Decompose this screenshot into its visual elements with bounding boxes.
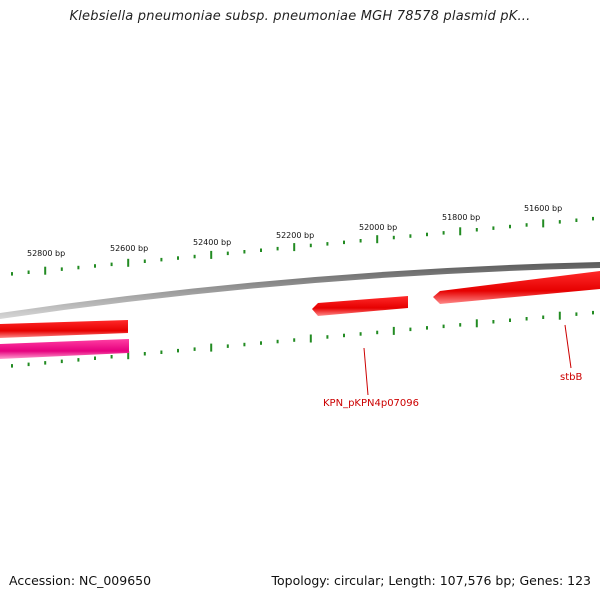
minor-tick: [426, 232, 428, 237]
minor-tick: [260, 248, 262, 252]
minor-tick: [558, 220, 561, 224]
minor-tick: [110, 355, 113, 359]
minor-tick: [592, 216, 594, 221]
gene-label-stbB: stbB: [560, 372, 582, 383]
minor-tick: [177, 256, 179, 260]
minor-tick: [193, 347, 196, 351]
gene-label-KPN_pKPN4p07096: KPN_pKPN4p07096: [323, 398, 419, 409]
minor-tick: [343, 333, 345, 338]
minor-tick: [575, 312, 578, 316]
minor-tick: [27, 362, 30, 367]
minor-tick: [475, 228, 478, 232]
minor-tick: [143, 259, 146, 263]
outer-tick-ring: [11, 216, 594, 276]
scale-label: 52000 bp: [359, 223, 397, 232]
major-tick: [293, 243, 296, 252]
minor-tick: [177, 348, 179, 353]
minor-tick: [343, 240, 345, 245]
minor-tick: [11, 272, 13, 276]
major-tick: [558, 311, 561, 320]
minor-tick: [293, 338, 296, 342]
gene-leader-line: [564, 324, 572, 369]
minor-tick: [193, 254, 196, 259]
minor-tick: [77, 265, 80, 270]
scale-label: 52600 bp: [110, 244, 148, 253]
minor-tick: [442, 324, 445, 329]
minor-tick: [509, 224, 511, 229]
major-tick: [127, 351, 130, 360]
major-tick: [376, 235, 379, 244]
gene-arrow-KPN_pKPN4p07096[interactable]: [312, 296, 408, 316]
minor-tick: [94, 264, 96, 268]
page-title: Klebsiella pneumoniae subsp. pneumoniae …: [69, 9, 531, 24]
minor-tick: [143, 352, 146, 356]
minor-tick: [359, 239, 362, 243]
minor-tick: [160, 350, 163, 354]
major-tick: [127, 258, 130, 267]
minor-tick: [44, 361, 47, 365]
minor-tick: [409, 234, 412, 238]
minor-tick: [525, 223, 528, 227]
minor-tick: [276, 339, 279, 344]
topology-summary: Topology: circular; Length: 107,576 bp; …: [271, 573, 592, 588]
minor-tick: [525, 317, 528, 321]
major-tick: [475, 319, 478, 328]
minor-tick: [60, 359, 63, 364]
gene-arrow-reverse-segment[interactable]: [0, 339, 129, 359]
minor-tick: [160, 257, 163, 262]
minor-tick: [326, 242, 329, 246]
minor-tick: [409, 327, 412, 332]
minor-tick: [243, 250, 246, 254]
gene-arrow-stbB[interactable]: [433, 271, 600, 304]
minor-tick: [392, 235, 395, 240]
plasmid-backbone: [0, 262, 600, 319]
scale-label: 52400 bp: [193, 238, 231, 247]
major-tick: [210, 343, 213, 352]
minor-tick: [60, 267, 63, 271]
minor-tick: [276, 246, 279, 251]
major-tick: [309, 334, 312, 343]
minor-tick: [77, 358, 80, 362]
scale-label: 52200 bp: [276, 231, 314, 240]
minor-tick: [243, 342, 246, 347]
minor-tick: [542, 315, 545, 319]
minor-tick: [226, 251, 229, 256]
minor-tick: [11, 364, 13, 368]
minor-tick: [326, 335, 329, 339]
major-tick: [542, 219, 545, 228]
accession-text: Accession: NC_009650: [9, 573, 152, 588]
minor-tick: [492, 226, 495, 230]
inner-tick-ring: [11, 310, 594, 368]
major-tick: [459, 227, 462, 236]
scale-label: 51800 bp: [442, 213, 480, 222]
major-tick: [210, 250, 213, 259]
minor-tick: [376, 330, 379, 335]
minor-tick: [27, 270, 30, 274]
minor-tick: [575, 218, 578, 222]
minor-tick: [309, 243, 312, 248]
gene-arrow-left-segment[interactable]: [0, 320, 128, 338]
minor-tick: [110, 262, 113, 267]
minor-tick: [459, 323, 462, 327]
minor-tick: [94, 356, 96, 360]
minor-tick: [492, 320, 495, 324]
minor-tick: [359, 332, 362, 336]
minor-tick: [592, 310, 594, 315]
minor-tick: [442, 231, 445, 235]
scale-label: 52800 bp: [27, 249, 65, 258]
scale-label: 51600 bp: [524, 204, 562, 213]
minor-tick: [509, 318, 511, 322]
minor-tick: [260, 341, 262, 345]
minor-tick: [226, 344, 229, 348]
major-tick: [392, 326, 395, 335]
minor-tick: [426, 326, 428, 330]
major-tick: [44, 266, 47, 275]
gene-leader-line: [363, 347, 369, 396]
